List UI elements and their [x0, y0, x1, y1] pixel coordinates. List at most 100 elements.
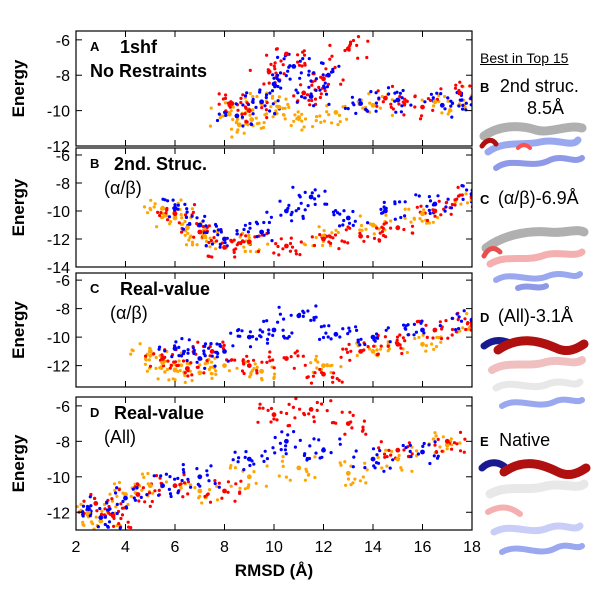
- scatter-point: [228, 105, 232, 109]
- scatter-point: [284, 74, 288, 78]
- scatter-point: [432, 347, 436, 351]
- scatter-point: [251, 112, 255, 116]
- scatter-point: [148, 364, 153, 368]
- scatter-point: [273, 112, 277, 116]
- scatter-point: [238, 490, 242, 494]
- scatter-point: [251, 95, 255, 99]
- scatter-point: [393, 200, 397, 204]
- scatter-point: [433, 214, 437, 218]
- data-point: [284, 51, 289, 57]
- y-tick-label: -8: [56, 434, 70, 451]
- scatter-point: [294, 252, 298, 256]
- scatter-point: [234, 247, 238, 251]
- scatter-point: [461, 197, 465, 201]
- scatter-point: [438, 320, 442, 324]
- scatter-point: [403, 200, 407, 204]
- scatter-point: [420, 98, 424, 102]
- y-tick-label: -8: [56, 176, 70, 193]
- scatter-point: [301, 50, 305, 54]
- scatter-point: [399, 215, 403, 220]
- scatter-point: [288, 77, 292, 81]
- data-point: [246, 239, 252, 245]
- scatter-point: [138, 342, 142, 346]
- scatter-point: [209, 464, 213, 468]
- scatter-point: [301, 309, 305, 313]
- scatter-point: [229, 109, 233, 113]
- scatter-point: [386, 344, 390, 348]
- scatter-point: [70, 508, 73, 511]
- scatter-point: [240, 329, 244, 333]
- scatter-point: [286, 102, 290, 107]
- scatter-point: [393, 91, 397, 95]
- scatter-point: [446, 99, 450, 103]
- scatter-point: [273, 435, 277, 440]
- scatter-point: [146, 211, 150, 215]
- scatter-point: [115, 511, 119, 516]
- scatter-point: [264, 108, 268, 112]
- scatter-point: [464, 327, 468, 332]
- scatter-point: [369, 90, 373, 94]
- scatter-point: [341, 347, 345, 351]
- data-point: [284, 208, 289, 214]
- scatter-point: [319, 325, 323, 329]
- scatter-point: [410, 224, 415, 228]
- scatter-point: [314, 354, 318, 358]
- scatter-point: [190, 214, 194, 218]
- data-point: [308, 407, 314, 412]
- scatter-point: [250, 369, 254, 373]
- scatter-point: [242, 468, 246, 472]
- scatter-point: [179, 222, 184, 226]
- scatter-point: [377, 446, 381, 450]
- scatter-point: [488, 100, 491, 103]
- scatter-point: [190, 373, 194, 377]
- scatter-point: [427, 443, 431, 447]
- scatter-point: [216, 228, 221, 232]
- scatter-point: [219, 230, 223, 234]
- protein-structure-c-image: [481, 226, 589, 291]
- scatter-point: [351, 223, 355, 227]
- scatter-point: [332, 420, 336, 425]
- scatter-point: [296, 53, 300, 57]
- scatter-point: [281, 455, 285, 459]
- scatter-point: [140, 488, 144, 492]
- scatter-point: [464, 192, 468, 196]
- scatter-point: [358, 228, 362, 232]
- scatter-point: [367, 92, 371, 96]
- scatter-point: [343, 106, 347, 110]
- scatter-point: [334, 209, 338, 213]
- scatter-point: [196, 340, 200, 344]
- scatter-point: [207, 479, 211, 483]
- scatter-point: [325, 85, 329, 89]
- scatter-point: [81, 504, 86, 508]
- scatter-point: [248, 68, 252, 72]
- scatter-point: [278, 199, 282, 203]
- scatter-point: [142, 475, 146, 479]
- scatter-point: [288, 478, 292, 482]
- scatter-point: [377, 239, 381, 243]
- scatter-point: [167, 215, 172, 219]
- scatter-point: [403, 214, 407, 218]
- panel-title-line1: 1shf: [120, 37, 158, 57]
- scatter-point: [166, 218, 170, 222]
- scatter-point: [427, 221, 431, 225]
- scatter-point: [438, 445, 442, 449]
- scatter-point: [407, 441, 411, 445]
- panel-c: -6 -8 -10 -12 Energy C Real-value (α/β): [9, 272, 473, 388]
- data-point: [395, 341, 401, 347]
- scatter-point: [289, 236, 293, 240]
- scatter-point: [393, 217, 397, 221]
- scatter-point: [275, 47, 279, 51]
- scatter-point: [289, 123, 293, 128]
- scatter-point: [262, 121, 266, 125]
- scatter-point: [312, 415, 316, 419]
- scatter-point: [247, 233, 251, 237]
- scatter-point: [384, 213, 388, 217]
- scatter-point: [363, 342, 367, 347]
- scatter-point: [231, 117, 235, 122]
- scatter-point: [378, 449, 382, 453]
- scatter-point: [382, 469, 386, 473]
- data-point: [296, 115, 302, 121]
- scatter-point: [346, 332, 350, 336]
- scatter-point: [331, 380, 335, 384]
- scatter-point: [214, 372, 218, 376]
